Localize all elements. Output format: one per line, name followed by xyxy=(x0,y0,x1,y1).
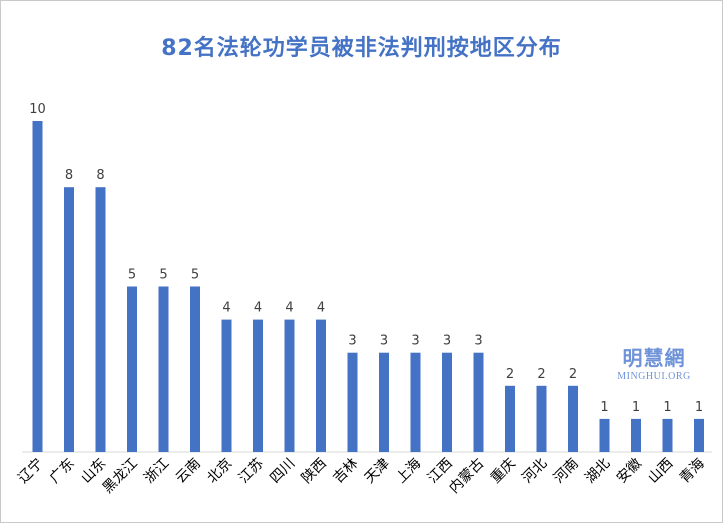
bar-21 xyxy=(694,418,704,452)
value-label-17: 2 xyxy=(569,367,577,382)
bar-14 xyxy=(473,352,484,452)
bar-7 xyxy=(253,319,263,452)
bar-20 xyxy=(662,418,673,452)
category-label-16: 河北 xyxy=(519,456,550,487)
category-label-15: 重庆 xyxy=(488,456,519,487)
category-label-18: 湖北 xyxy=(582,456,613,487)
value-label-20: 1 xyxy=(663,400,671,415)
value-label-13: 3 xyxy=(443,334,451,349)
bar-5 xyxy=(190,286,200,452)
category-label-6: 北京 xyxy=(204,456,235,487)
bar-11 xyxy=(379,352,389,452)
bar-17 xyxy=(568,385,578,452)
bar-10 xyxy=(347,352,358,452)
value-label-9: 4 xyxy=(317,301,325,316)
bar-9 xyxy=(316,319,326,452)
minghui-watermark: 明慧網 MINGHUI.ORG xyxy=(604,342,704,382)
bar-0 xyxy=(32,121,43,452)
value-labels-group: 10 8 8 5 5 5 4 4 4 4 3 3 3 3 3 2 2 2 1 1 1 1 xyxy=(29,102,703,415)
value-label-21: 1 xyxy=(695,400,703,415)
value-label-15: 2 xyxy=(506,367,514,382)
bar-4 xyxy=(158,286,169,452)
value-label-11: 3 xyxy=(380,334,388,349)
value-label-8: 4 xyxy=(285,301,293,316)
value-label-4: 5 xyxy=(159,268,167,283)
bar-19 xyxy=(631,418,641,452)
value-label-16: 2 xyxy=(537,367,545,382)
watermark-chinese: 明慧網 xyxy=(622,346,686,370)
bar-2 xyxy=(95,187,106,452)
bar-18 xyxy=(599,418,610,452)
bar-3 xyxy=(127,286,137,452)
bar-12 xyxy=(410,352,421,452)
value-label-2: 8 xyxy=(96,168,104,183)
value-label-12: 3 xyxy=(411,334,419,349)
bar-13 xyxy=(442,352,452,452)
category-label-17: 河南 xyxy=(551,456,582,487)
category-label-21: 青海 xyxy=(677,456,708,487)
category-label-9: 陕西 xyxy=(299,456,330,487)
value-label-0: 10 xyxy=(29,102,46,117)
chart-title: 82名法轮功学员被非法判刑按地区分布 xyxy=(161,36,562,61)
value-label-14: 3 xyxy=(474,334,482,349)
watermark-english: MINGHUI.ORG xyxy=(617,371,691,382)
category-label-5: 云南 xyxy=(173,456,204,487)
value-label-1: 8 xyxy=(65,168,73,183)
value-label-5: 5 xyxy=(191,268,199,283)
category-label-19: 安徽 xyxy=(614,456,645,487)
value-label-18: 1 xyxy=(600,400,608,415)
bar-6 xyxy=(221,319,232,452)
value-label-10: 3 xyxy=(348,334,356,349)
value-label-6: 4 xyxy=(222,301,230,316)
bar-8 xyxy=(284,319,295,452)
category-label-0: 辽宁 xyxy=(15,455,47,487)
bars-group xyxy=(32,121,704,452)
bar-16 xyxy=(536,385,547,452)
category-label-8: 四川 xyxy=(267,456,298,487)
category-label-10: 吉林 xyxy=(330,456,361,487)
category-label-1: 广东 xyxy=(47,456,78,487)
category-label-20: 山西 xyxy=(645,456,676,487)
category-label-7: 江苏 xyxy=(236,456,267,487)
bar-15 xyxy=(505,385,515,452)
category-label-11: 天津 xyxy=(362,456,393,487)
category-label-4: 浙江 xyxy=(141,456,172,487)
value-label-19: 1 xyxy=(632,400,640,415)
value-label-7: 4 xyxy=(254,301,262,316)
category-label-14: 内蒙古 xyxy=(446,456,487,497)
category-label-12: 上海 xyxy=(393,456,424,487)
bar-1 xyxy=(64,187,74,452)
value-label-3: 5 xyxy=(128,268,136,283)
category-label-3: 黑龙江 xyxy=(100,456,141,497)
